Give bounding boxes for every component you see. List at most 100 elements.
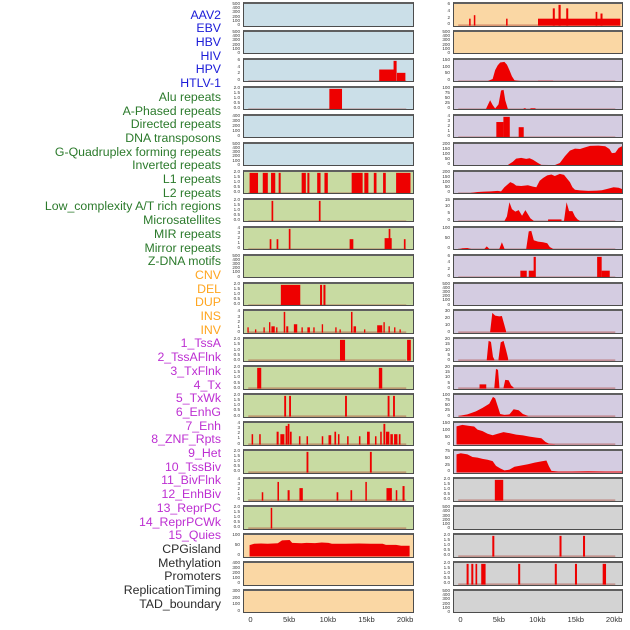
y-tick-label: 4 xyxy=(237,63,240,69)
track-label: 3_TxFlnk xyxy=(170,363,221,378)
track-label: Z-DNA motifs xyxy=(147,254,221,269)
y-tick-label: 2.0 xyxy=(233,168,240,174)
track-panel-4_Tx xyxy=(453,141,623,167)
y-tick-label: 0 xyxy=(447,105,450,111)
track-panel-Low_complexity A/T rich regions xyxy=(243,393,414,418)
y-tick-label: 100 xyxy=(442,427,450,433)
y-tick-label: 2.0 xyxy=(233,280,240,286)
y-tick-label: 0.5 xyxy=(233,407,240,413)
track-panel-CNV xyxy=(243,533,414,558)
data-series xyxy=(249,540,410,557)
y-tick-label: 1 xyxy=(447,127,450,133)
y-tick-label: 0 xyxy=(447,244,450,250)
track-panel-1_TssA xyxy=(453,57,623,83)
track-label: 11_BivFlnk xyxy=(161,473,221,488)
y-tick-label: 0.5 xyxy=(233,463,240,469)
track-panel-8_ZNF_Rpts xyxy=(453,253,623,279)
data-series xyxy=(458,480,616,501)
track-panel-7_Enh xyxy=(453,225,623,251)
y-tick-label: 0 xyxy=(447,525,450,531)
data-series xyxy=(248,228,407,250)
x-axis-tick-label: 20kb xyxy=(605,615,623,624)
y-tick-label: 150 xyxy=(442,145,450,151)
y-tick-label: 10 xyxy=(444,321,450,327)
y-tick-label: 100 xyxy=(442,63,450,69)
y-tick-label: 1.5 xyxy=(233,369,240,375)
y-tick-label: 300 xyxy=(232,149,240,155)
y-tick-label: 1.5 xyxy=(233,285,240,291)
y-axis-ticks: 2.0 1.5 1.0 0.5 0.0 xyxy=(218,364,240,390)
track-panel-AAV2 xyxy=(243,2,414,27)
y-tick-label: 20 xyxy=(444,336,450,342)
track-label: DEL xyxy=(197,281,221,296)
data-series xyxy=(244,256,413,278)
x-axis-tick-label: 20kb xyxy=(396,615,414,624)
data-series xyxy=(458,61,616,82)
y-tick-label: 1.0 xyxy=(233,206,240,212)
track-label: Promoters xyxy=(164,569,221,584)
y-axis-ticks: 300 200 100 0 xyxy=(218,588,240,614)
y-tick-label: 5 xyxy=(447,210,450,216)
y-tick-label: 1.5 xyxy=(233,397,240,403)
x-axis-tick-label: 15kb xyxy=(567,615,584,624)
y-tick-label: 4 xyxy=(237,420,240,426)
y-tick-label: 100 xyxy=(442,178,450,184)
y-axis-ticks: 2.0 1.5 1.0 0.5 0.0 xyxy=(218,168,240,195)
y-tick-label: 400 xyxy=(232,33,240,39)
y-tick-label: 0 xyxy=(237,22,240,28)
track-label: HBV xyxy=(195,35,221,49)
y-tick-label: 0 xyxy=(237,440,240,446)
y-tick-label: 400 xyxy=(232,560,240,565)
y-tick-label: 25 xyxy=(444,407,450,413)
track-label: 4_Tx xyxy=(193,377,221,392)
track-panel-9_Het xyxy=(453,281,623,306)
y-tick-label: 2 xyxy=(237,234,240,240)
y-tick-label: 500 xyxy=(442,280,450,286)
y-tick-label: 0.0 xyxy=(233,384,240,390)
y-tick-label: 1.5 xyxy=(233,201,240,207)
data-series xyxy=(248,340,411,361)
y-tick-label: 1 xyxy=(237,491,240,497)
y-tick-label: 300 xyxy=(442,512,450,518)
track-label: ReplicationTiming xyxy=(123,583,221,597)
y-tick-label: 4 xyxy=(237,308,240,314)
y-tick-label: 3 xyxy=(237,425,240,431)
y-axis-ticks: 2.0 1.5 1.0 0.5 0.0 xyxy=(218,448,240,474)
track-panel-L2 repeats xyxy=(243,365,414,390)
data-series xyxy=(458,201,616,222)
data-series xyxy=(248,424,407,445)
y-tick-label: 2.0 xyxy=(233,392,240,398)
track-label: 7_Enh xyxy=(185,418,221,433)
track-panel-MIR repeats xyxy=(243,449,414,474)
y-tick-label: 0 xyxy=(447,384,450,390)
track-label: Directed repeats xyxy=(130,117,221,132)
y-tick-label: 100 xyxy=(232,17,240,23)
track-panel-CPGisland xyxy=(453,477,623,502)
y-tick-label: 0 xyxy=(447,133,450,139)
track-label: Inverted repeats xyxy=(132,158,221,173)
y-axis-ticks: 2.0 1.5 1.0 0.5 0.0 xyxy=(218,197,240,223)
x-axis-tick-label: 10kb xyxy=(319,615,337,624)
y-tick-label: 0.0 xyxy=(233,216,240,222)
data-series xyxy=(454,507,622,529)
y-axis-ticks: 2.0 1.5 1.0 0.5 0.0 xyxy=(218,392,240,418)
y-axis-ticks: 30 20 10 0 xyxy=(428,309,450,334)
data-series xyxy=(458,563,616,585)
y-tick-label: 0 xyxy=(447,608,450,614)
y-tick-label: 200 xyxy=(442,293,450,299)
y-axis-ticks: 200 150 100 50 0 xyxy=(428,169,450,195)
data-series xyxy=(244,116,413,138)
data-series xyxy=(248,482,407,501)
track-label: INV xyxy=(200,322,222,337)
track-label: 1_TssA xyxy=(180,336,221,351)
y-tick-label: 100 xyxy=(442,297,450,303)
y-tick-label: 1.5 xyxy=(233,509,240,515)
data-series xyxy=(248,172,411,194)
y-tick-label: 100 xyxy=(442,150,450,156)
y-axis-ticks: 500 400 300 200 100 0 xyxy=(428,29,450,55)
track-panel-EBV xyxy=(243,29,414,55)
track-label: L1 repeats xyxy=(162,172,221,186)
y-tick-label: 6 xyxy=(237,56,240,62)
y-tick-label: 3 xyxy=(237,481,240,487)
